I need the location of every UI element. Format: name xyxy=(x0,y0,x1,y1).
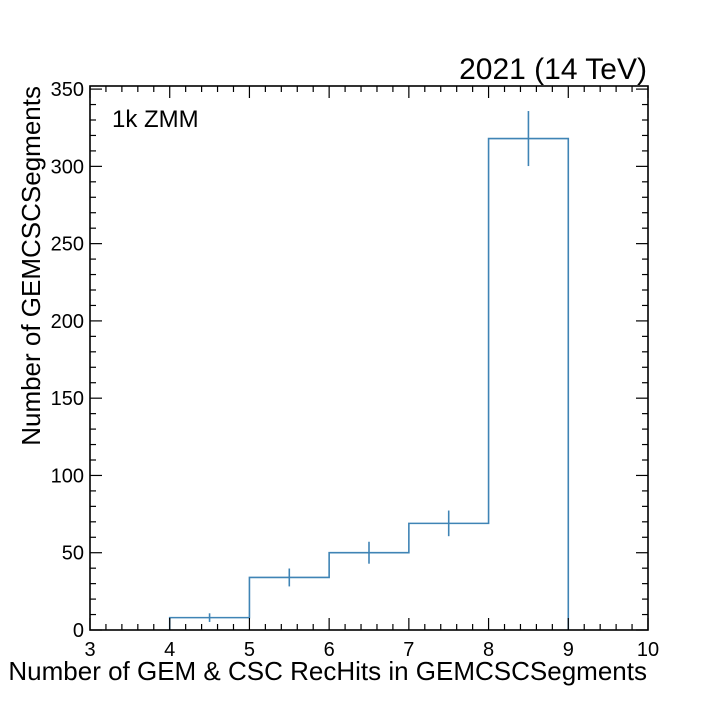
y-tick-label: 300 xyxy=(51,156,84,178)
y-axis-title: Number of GEMCSCSegments xyxy=(16,86,46,446)
x-tick-label: 3 xyxy=(84,639,95,661)
plot-frame xyxy=(89,85,649,631)
y-tick-label: 100 xyxy=(51,465,84,487)
x-tick-label: 6 xyxy=(324,639,335,661)
y-tick-label: 50 xyxy=(62,543,84,565)
histogram-layer xyxy=(168,111,570,630)
y-tick-label: 0 xyxy=(73,620,84,642)
y-tick-label: 150 xyxy=(51,388,84,410)
y-tick-label: 200 xyxy=(51,311,84,333)
sample-annotation: 1k ZMM xyxy=(112,106,199,133)
x-tick-label: 7 xyxy=(403,639,414,661)
x-axis-title: Number of GEM & CSC RecHits in GEMCSCSeg… xyxy=(8,656,647,686)
y-tick-label: 350 xyxy=(51,79,84,101)
x-tick-label: 5 xyxy=(244,639,255,661)
y-tick-label: 250 xyxy=(51,234,84,256)
x-tick-label: 10 xyxy=(637,639,659,661)
axis-ticks xyxy=(89,86,649,631)
x-tick-label: 8 xyxy=(483,639,494,661)
x-tick-label: 4 xyxy=(164,639,175,661)
lumi-label: 2021 (14 TeV) xyxy=(459,53,647,86)
x-tick-label: 9 xyxy=(563,639,574,661)
